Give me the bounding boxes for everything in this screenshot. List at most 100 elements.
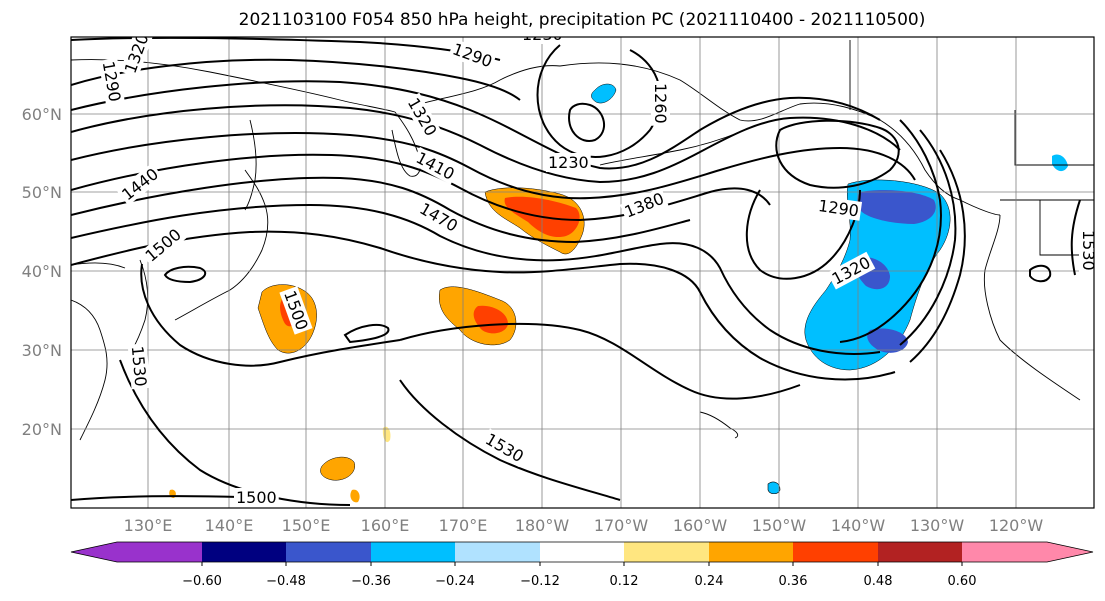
contour-line-13 xyxy=(745,189,861,280)
contour-label-1530-west: 1530 xyxy=(128,345,150,387)
lat-label-50n: 50°N xyxy=(22,183,62,202)
precip-spot-3 xyxy=(350,489,360,503)
precip-negative-spot-can xyxy=(1052,154,1068,172)
contour-label-halo xyxy=(651,81,670,126)
contour-label-halo xyxy=(480,428,529,468)
contour-line-15 xyxy=(899,129,957,346)
lon-label-160w: 160°W xyxy=(673,516,728,535)
lon-label-130w: 130°W xyxy=(910,516,965,535)
contour-line-24 xyxy=(1029,264,1052,283)
contour-label-1230-low: 1230 xyxy=(548,153,589,172)
colorbar-label-6: 0.12 xyxy=(610,574,639,589)
colorbar-label-3: −0.36 xyxy=(351,574,391,589)
coast-alaska xyxy=(559,62,1001,216)
colorbar-box xyxy=(540,542,625,562)
longitude-labels: 130°E 140°E 150°E 160°E 170°E 180°W 170°… xyxy=(124,516,1044,535)
contour-label-halo xyxy=(234,488,279,507)
contour-line-20 xyxy=(399,322,801,400)
lon-label-150w: 150°W xyxy=(752,516,807,535)
lat-label-40n: 40°N xyxy=(22,262,62,281)
coast-hawaii xyxy=(699,411,739,439)
precip-core-170e xyxy=(473,305,508,334)
coast-bering xyxy=(419,65,561,105)
precip-spot-1 xyxy=(320,456,356,481)
precip-negative-spot-ak xyxy=(591,83,617,104)
contour-label-halo xyxy=(520,37,565,44)
colorbar-extension-high xyxy=(964,542,1093,562)
contour-label-halo xyxy=(448,38,497,72)
contour-line-22 xyxy=(399,379,621,501)
colorbar-label-4: −0.24 xyxy=(435,574,475,589)
map-panel: 1230 1290 1320 1290 1260 1320 1230 1440 … xyxy=(22,25,1098,535)
lat-label-30n: 30°N xyxy=(22,341,62,360)
lon-label-140e: 140°E xyxy=(205,516,254,535)
colorbar-box xyxy=(371,542,456,562)
contour-label-1530-east: 1530 xyxy=(1079,230,1098,271)
coast-kamchatka xyxy=(391,111,421,177)
colorbar-box xyxy=(709,542,794,562)
contour-line-11 xyxy=(568,102,605,142)
contour-line-9 xyxy=(71,230,896,381)
lon-label-130e: 130°E xyxy=(124,516,173,535)
colorbar-box xyxy=(202,542,287,562)
map-frame xyxy=(70,36,1095,509)
colorbar-extension-low xyxy=(71,542,202,562)
colorbar-ticks xyxy=(201,562,963,566)
contour-line-4 xyxy=(71,104,901,184)
contour-label-halo xyxy=(619,187,669,223)
contour-line-8 xyxy=(71,203,881,355)
graticule xyxy=(71,37,1094,508)
contour-label-1260: 1260 xyxy=(651,83,670,124)
coast-canada-west xyxy=(983,214,1081,401)
contour-line-12 xyxy=(775,119,900,189)
colorbar-box xyxy=(624,542,710,562)
contour-line-25 xyxy=(1070,199,1081,276)
colorbar-box xyxy=(455,542,541,562)
contour-label-1230-top: 1230 xyxy=(522,25,563,44)
contour-line-2 xyxy=(71,58,521,101)
contour-line-6 xyxy=(71,153,771,222)
contour-label-halo xyxy=(127,343,151,390)
colorbar-boxes xyxy=(71,542,1093,562)
contour-labels: 1230 1290 1320 1290 1260 1320 1230 1440 … xyxy=(98,25,1098,507)
contour-label-halo xyxy=(826,251,876,290)
contour-label-halo xyxy=(411,147,460,185)
colorbar-tick-labels: −0.60 −0.48 −0.36 −0.24 −0.12 0.12 0.24 … xyxy=(182,574,976,589)
contour-label-1500-bottom: 1500 xyxy=(236,488,277,507)
contour-line-18 xyxy=(163,265,207,284)
colorbar-label-1: −0.60 xyxy=(182,574,222,589)
colorbar-label-8: 0.36 xyxy=(779,574,808,589)
coast-sakhalin xyxy=(244,119,257,211)
lon-label-170w: 170°W xyxy=(594,516,649,535)
colorbar-label-9: 0.48 xyxy=(864,574,893,589)
lon-label-150e: 150°E xyxy=(282,516,331,535)
colorbar-box xyxy=(286,542,372,562)
lat-label-60n: 60°N xyxy=(22,105,62,124)
contour-line-5 xyxy=(71,132,916,200)
contour-label-halo xyxy=(1079,228,1094,273)
contour-label-halo xyxy=(546,153,591,172)
precip-negative-spot-hi xyxy=(767,481,781,495)
contour-label-halo xyxy=(98,57,125,106)
coast-japan xyxy=(174,169,269,321)
contour-line-7 xyxy=(71,176,691,244)
colorbar-box xyxy=(878,542,963,562)
contour-label-halo xyxy=(279,286,313,335)
colorbar-label-2: −0.48 xyxy=(266,574,306,589)
precip-negative-core-1 xyxy=(857,190,936,224)
colorbar-label-7: 0.24 xyxy=(695,574,724,589)
coast-aleutians xyxy=(599,131,741,166)
contour-line-23 xyxy=(71,495,241,501)
colorbar: −0.60 −0.48 −0.36 −0.24 −0.12 0.12 0.24 … xyxy=(70,541,1094,589)
colorbar-outline xyxy=(70,541,1094,563)
colorbar-label-5: −0.12 xyxy=(520,574,560,589)
precip-negative-core-3 xyxy=(867,328,908,353)
contour-line-17 xyxy=(140,263,401,367)
contour-label-halo xyxy=(139,223,187,267)
border-states xyxy=(1014,110,1094,256)
contour-line-14 xyxy=(839,119,942,343)
lon-label-120w: 120°W xyxy=(989,516,1044,535)
contour-line-21 xyxy=(119,359,351,506)
colorbar-box xyxy=(793,542,879,562)
